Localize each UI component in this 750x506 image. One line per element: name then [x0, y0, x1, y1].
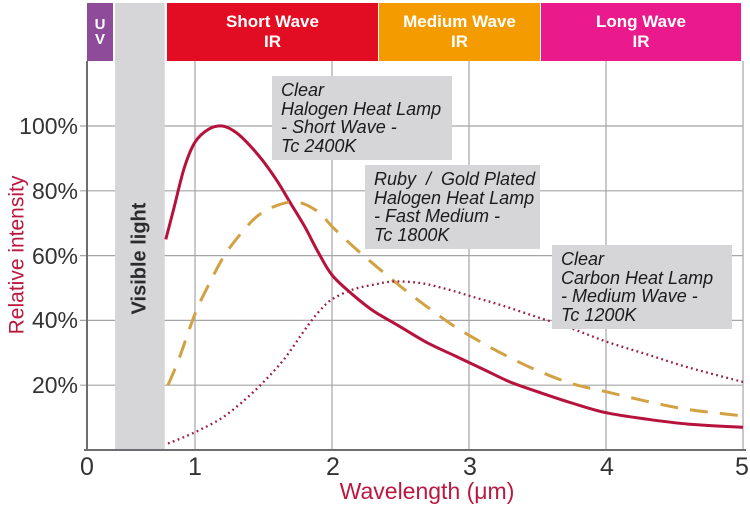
annotation-line: Clear	[561, 249, 605, 269]
visible-light-label: Visible light	[128, 202, 151, 315]
x-tick-4: 4	[600, 453, 614, 481]
x-axis-title: Wavelength (μm)	[339, 478, 515, 504]
band-short-wave-label-line1: Short Wave	[226, 11, 319, 31]
annotation-carbon-medium-wave: Clear Carbon Heat Lamp - Medium Wave - T…	[552, 245, 732, 329]
annotation-line: Halogen Heat Lamp	[281, 98, 442, 119]
y-tick-80: 80%	[31, 178, 78, 204]
band-long-wave-ir: Long Wave IR	[541, 3, 741, 61]
y-tick-60: 60%	[31, 243, 78, 269]
x-tick-0: 0	[80, 453, 94, 481]
band-uv: U V	[87, 3, 113, 61]
annotation-line: Tc 2400K	[281, 135, 357, 156]
annotation-line: Halogen Heat Lamp	[374, 187, 535, 208]
x-tick-2: 2	[326, 453, 340, 481]
band-medium-wave-label-line2: IR	[451, 32, 468, 51]
annotation-line: Carbon Heat Lamp	[561, 267, 714, 288]
y-tick-40: 40%	[31, 307, 78, 333]
band-long-wave-label-line1: Long Wave	[595, 11, 687, 31]
band-uv-label-line2: V	[94, 31, 105, 48]
annotation-line: Clear	[281, 80, 325, 100]
y-tick-100: 100%	[19, 113, 78, 139]
annotation-halogen-fast-medium: Ruby / Gold Plated Halogen Heat Lamp - F…	[365, 165, 540, 249]
band-short-wave-label-line2: IR	[264, 32, 281, 51]
band-long-wave-label-line2: IR	[632, 32, 650, 51]
x-tick-3: 3	[463, 453, 477, 481]
y-tick-20: 20%	[31, 372, 78, 398]
band-medium-wave-ir: Medium Wave IR	[379, 3, 540, 61]
x-tick-5: 5	[735, 453, 749, 481]
annotation-line: Tc 1800K	[374, 224, 450, 245]
band-medium-wave-label-line1: Medium Wave	[403, 11, 516, 31]
annotation-line: - Medium Wave -	[561, 286, 698, 306]
annotation-line: - Fast Medium -	[374, 206, 501, 226]
annotation-halogen-short-wave: Clear Halogen Heat Lamp - Short Wave - T…	[272, 76, 452, 160]
x-tick-1: 1	[188, 453, 202, 481]
annotation-line: Ruby / Gold Plated	[374, 169, 536, 189]
band-uv-label-line1: U	[94, 16, 106, 33]
annotation-line: Tc 1200K	[561, 304, 637, 325]
annotation-line: - Short Wave -	[281, 117, 397, 137]
band-short-wave-ir: Short Wave IR	[167, 3, 378, 61]
